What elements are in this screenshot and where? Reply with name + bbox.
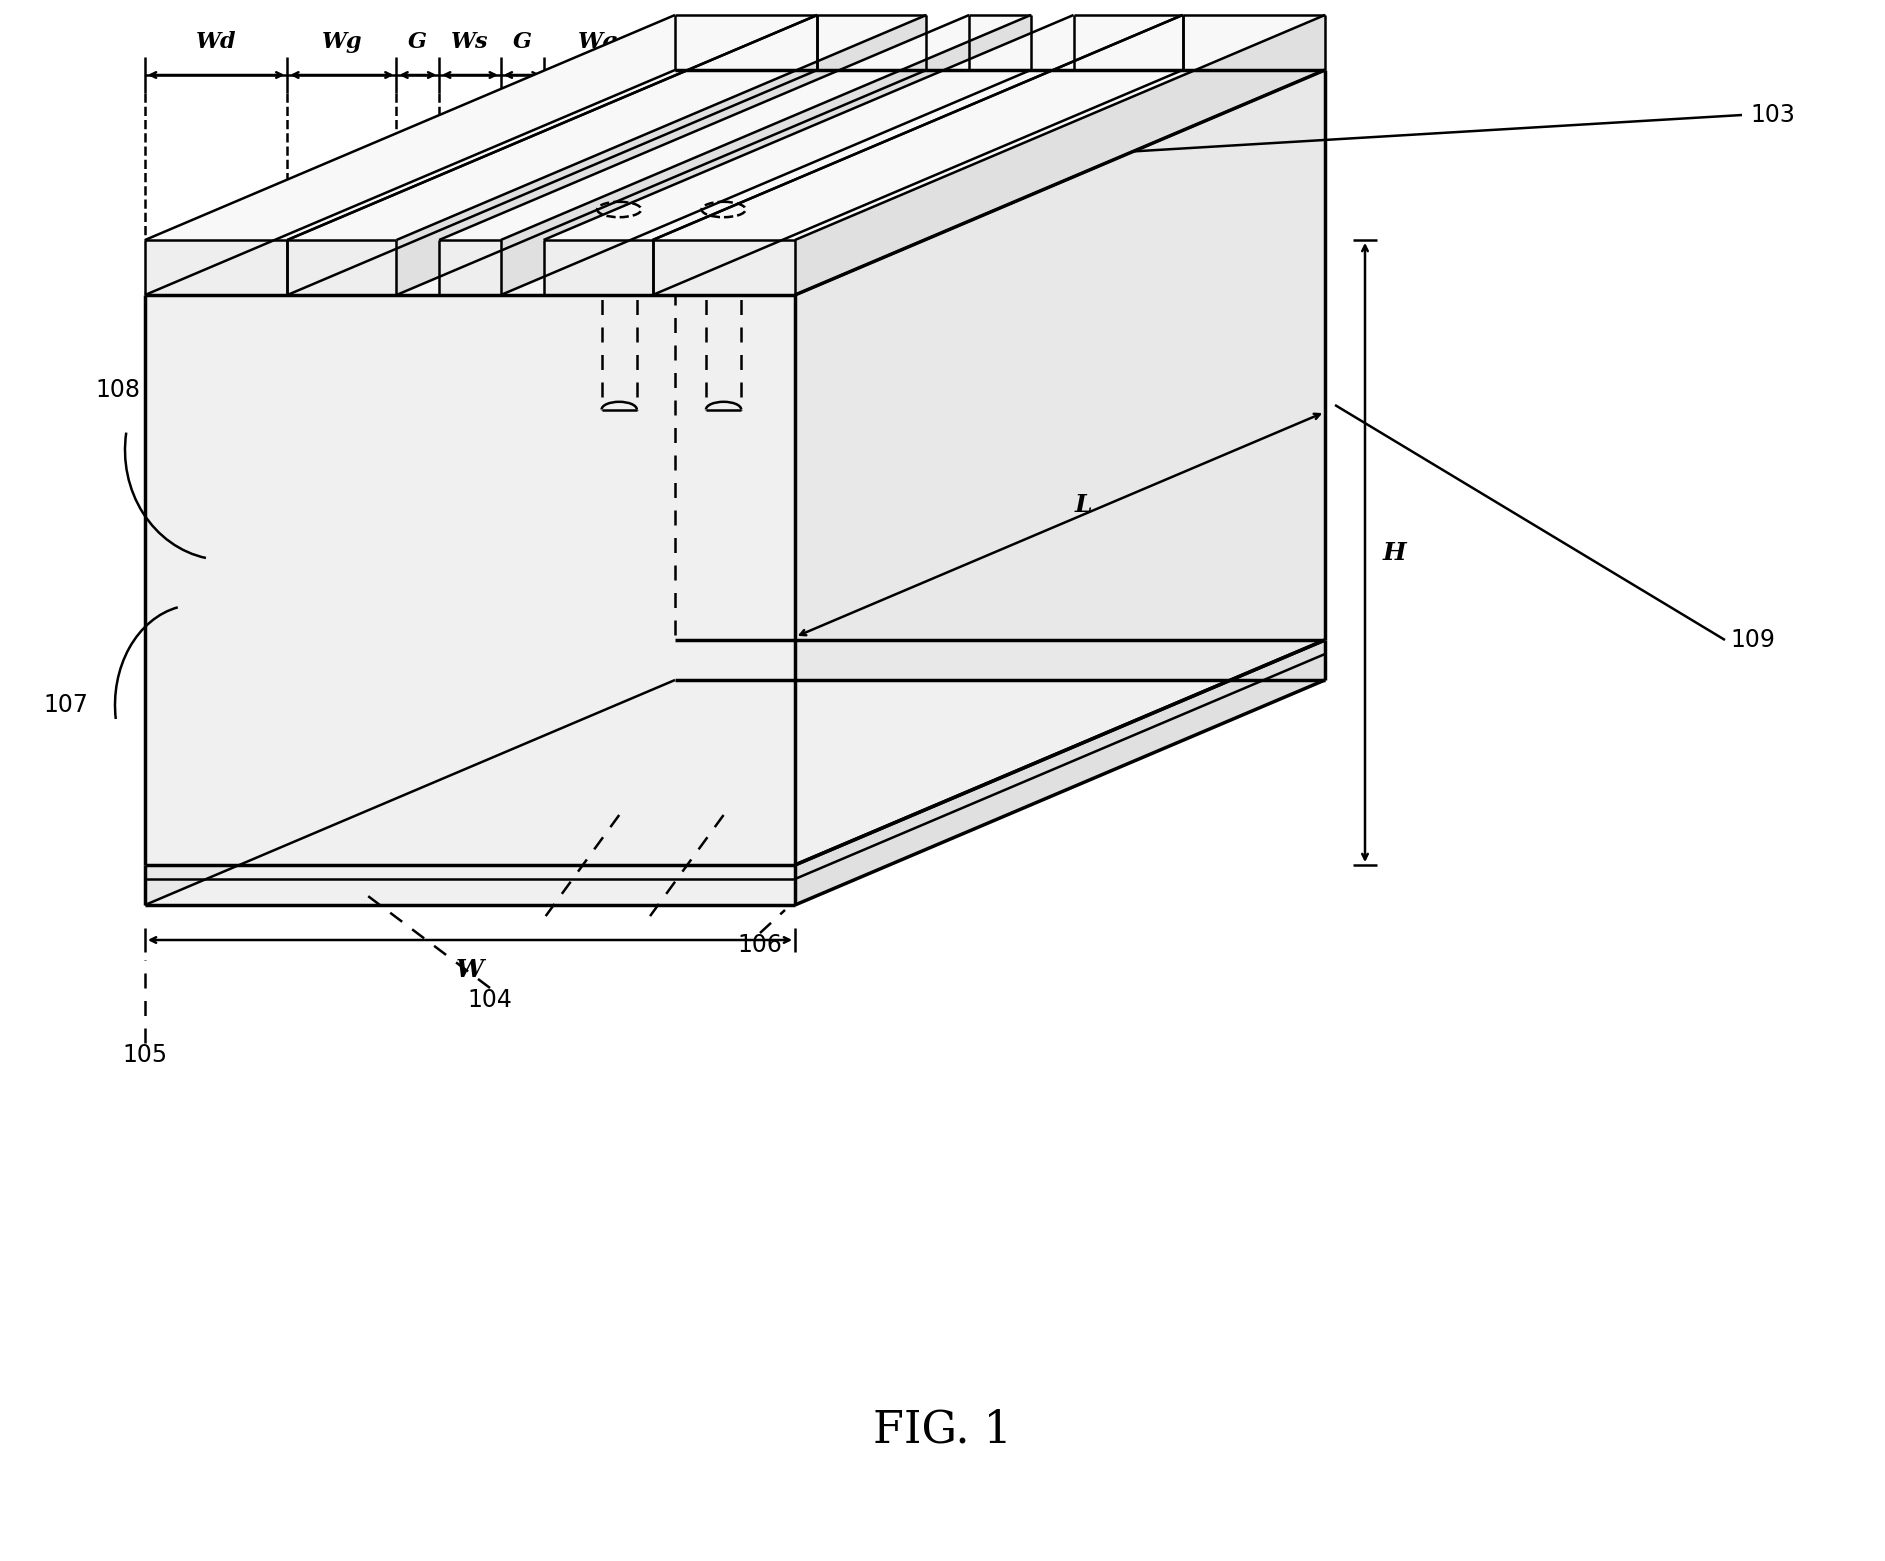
Text: 103: 103 bbox=[1749, 103, 1795, 126]
Text: Wd: Wd bbox=[196, 31, 236, 53]
Polygon shape bbox=[145, 865, 795, 905]
Text: Wd: Wd bbox=[703, 31, 745, 53]
Polygon shape bbox=[396, 16, 926, 295]
Text: Wg: Wg bbox=[322, 31, 362, 53]
Polygon shape bbox=[501, 16, 1031, 295]
Polygon shape bbox=[795, 16, 1325, 295]
Text: 109: 109 bbox=[1730, 628, 1776, 652]
Polygon shape bbox=[543, 240, 652, 295]
Polygon shape bbox=[652, 240, 795, 295]
Text: H: H bbox=[1384, 540, 1406, 565]
Text: G: G bbox=[513, 31, 532, 53]
Text: G: G bbox=[409, 31, 428, 53]
Polygon shape bbox=[145, 70, 1325, 295]
Polygon shape bbox=[543, 16, 1182, 240]
Polygon shape bbox=[287, 16, 926, 240]
Text: L: L bbox=[1074, 493, 1093, 517]
Polygon shape bbox=[795, 640, 1325, 905]
Polygon shape bbox=[287, 240, 396, 295]
Text: FIG. 1: FIG. 1 bbox=[873, 1408, 1012, 1452]
Polygon shape bbox=[439, 16, 1031, 240]
Text: 101: 101 bbox=[549, 106, 592, 130]
Text: 106: 106 bbox=[737, 933, 782, 957]
Text: 110: 110 bbox=[373, 181, 417, 204]
Text: 102: 102 bbox=[213, 219, 258, 242]
Text: Ws: Ws bbox=[451, 31, 488, 53]
Text: 104: 104 bbox=[467, 988, 513, 1012]
Text: W: W bbox=[456, 958, 484, 982]
Polygon shape bbox=[652, 16, 1325, 240]
Polygon shape bbox=[439, 240, 501, 295]
Polygon shape bbox=[652, 16, 1182, 295]
Text: 107: 107 bbox=[43, 693, 89, 716]
Polygon shape bbox=[145, 16, 818, 240]
Polygon shape bbox=[145, 240, 287, 295]
Polygon shape bbox=[287, 16, 818, 295]
Text: 108: 108 bbox=[94, 378, 139, 403]
Polygon shape bbox=[145, 681, 1325, 905]
Polygon shape bbox=[795, 70, 1325, 865]
Text: 111: 111 bbox=[707, 140, 752, 164]
Text: 105: 105 bbox=[123, 1043, 168, 1068]
Text: Wg: Wg bbox=[579, 31, 618, 53]
Polygon shape bbox=[145, 295, 795, 865]
